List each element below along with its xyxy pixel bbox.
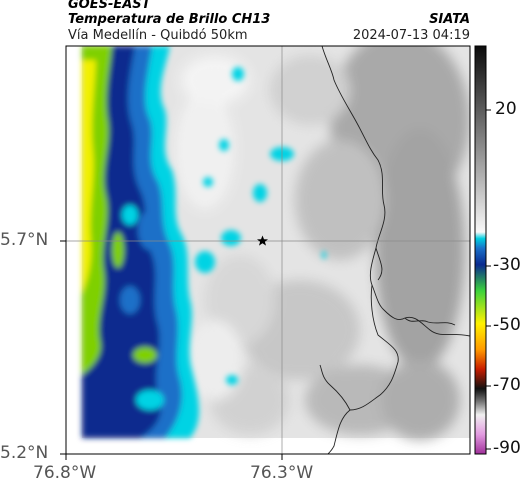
boundary-line bbox=[327, 409, 351, 454]
lon-label-76-3: 76.3°W bbox=[250, 463, 314, 483]
boundary-line bbox=[404, 317, 456, 326]
region-subtitle: Vía Medellín - Quibdó 50km bbox=[68, 28, 248, 43]
lat-label-5-7: 5.7°N bbox=[0, 230, 49, 250]
product-title: Temperatura de Brillo CH13 bbox=[68, 12, 271, 27]
map-frame bbox=[65, 45, 471, 455]
cold-cloud-band bbox=[82, 46, 199, 438]
colorbar-label: -50 bbox=[493, 315, 521, 335]
brightness-temperature-field bbox=[82, 46, 470, 440]
lat-label-5-2: 5.2°N bbox=[0, 443, 49, 463]
colorbar-label: -90 bbox=[493, 438, 521, 458]
lon-label-76-8: 76.8°W bbox=[33, 463, 97, 483]
cold-cells bbox=[195, 67, 326, 385]
colorbar bbox=[474, 45, 487, 455]
boundary-lines bbox=[319, 46, 470, 454]
organization-label: SIATA bbox=[429, 12, 470, 27]
satellite-source-label: GOES-EAST bbox=[68, 0, 151, 12]
boundary-line bbox=[319, 364, 351, 411]
colorbar-label: 20 bbox=[495, 99, 517, 119]
colorbar-label: -70 bbox=[493, 375, 521, 395]
boundary-line bbox=[349, 284, 399, 411]
timestamp-label: 2024-07-13 04:19 bbox=[352, 28, 470, 43]
yellow-contour bbox=[82, 60, 96, 295]
city-star-marker bbox=[257, 235, 268, 246]
colorbar-label: -30 bbox=[493, 255, 521, 275]
boundary-line bbox=[375, 247, 383, 281]
colorbar-ticks bbox=[486, 109, 491, 450]
